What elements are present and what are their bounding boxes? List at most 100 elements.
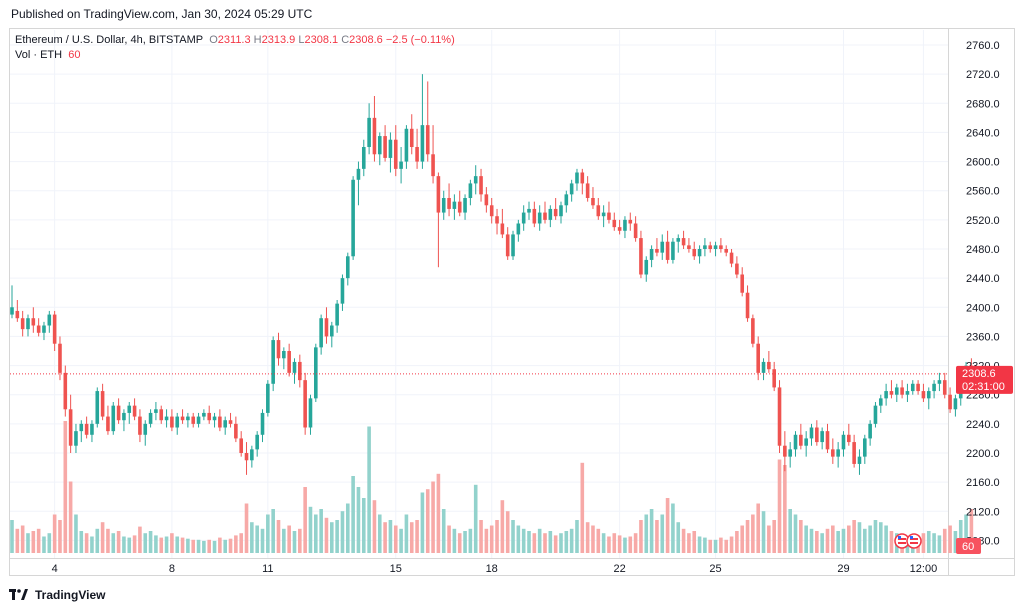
candle-body [868, 423, 872, 439]
time-tick-label: 18 [486, 563, 498, 575]
volume-bar [713, 539, 718, 553]
volume-bar [521, 528, 526, 553]
volume-bar [735, 531, 739, 553]
candle-body [266, 383, 270, 413]
candle-body [436, 176, 441, 213]
volume-bar [212, 540, 217, 553]
volume-bar [15, 528, 20, 553]
candle-body [511, 234, 515, 257]
candle-body [745, 292, 750, 319]
volume-bar [953, 531, 958, 553]
candle-body [116, 405, 121, 421]
candle-body [15, 310, 20, 319]
candle-body [452, 201, 457, 209]
candle-body [543, 212, 547, 220]
volume-bar [564, 531, 569, 553]
candle-body [143, 423, 148, 435]
price-tick-label: 2640.0 [966, 127, 1000, 139]
low-value: 2308.1 [304, 34, 339, 46]
volume-bar [298, 528, 302, 553]
candle-body [623, 219, 627, 231]
candle-body [287, 351, 291, 373]
volume-bar [804, 525, 808, 553]
close-value: 2308.6 [349, 34, 383, 46]
volume-bar [777, 459, 782, 553]
candle-body [244, 453, 249, 461]
volume-bar [559, 533, 563, 553]
chart-frame[interactable] [9, 28, 1015, 576]
price-tag-countdown: 02:31:00 [962, 381, 1005, 393]
candle-body [639, 238, 643, 275]
volume-bar [457, 533, 462, 553]
price-tick-label: 2480.0 [966, 244, 1000, 256]
volume-bar [319, 509, 323, 553]
volume-bar [20, 525, 25, 553]
candle-body [719, 245, 723, 249]
candle-body [383, 136, 387, 158]
candle-body [681, 238, 686, 246]
volume-bar [132, 535, 137, 553]
time-tick-label: 11 [262, 563, 273, 575]
volume-bar [511, 520, 515, 553]
volume-bar [724, 539, 729, 553]
volume-bar [207, 539, 212, 553]
candle-body [148, 412, 153, 424]
volume-bar [324, 517, 329, 553]
candle-body [111, 405, 116, 432]
volume-bar [148, 531, 153, 553]
candle-body [628, 219, 633, 224]
flag-stripe-icon [898, 542, 906, 544]
candle-body [564, 194, 569, 206]
volume-bar [122, 536, 126, 553]
volume-bar [138, 526, 142, 553]
candle-body [212, 416, 217, 421]
volume-bar [921, 533, 926, 553]
volume-bar [447, 525, 451, 553]
volume-bar [159, 537, 164, 553]
volume-bar [852, 520, 856, 553]
volume-bar [783, 465, 787, 553]
candle-body [585, 183, 590, 198]
candle-body [250, 449, 254, 461]
candle-body [873, 405, 878, 424]
candle-body [948, 394, 952, 410]
volume-bar [671, 503, 675, 553]
candle-body [580, 172, 585, 184]
candle-body [772, 369, 776, 388]
candle-body [793, 434, 798, 450]
candle-body [761, 361, 766, 373]
candle-body [42, 325, 46, 333]
volume-bar [404, 514, 409, 553]
candle-body [79, 423, 84, 432]
candle-body [271, 340, 275, 384]
candle-body [84, 423, 89, 435]
candle-body [345, 256, 350, 279]
volume-bar [393, 525, 398, 553]
candle-body [324, 318, 329, 337]
high-label: H [253, 34, 262, 46]
volume-bar [681, 528, 686, 553]
event-badge-icon[interactable] [906, 533, 922, 549]
volume-bar [553, 535, 558, 553]
candle-body [740, 274, 745, 293]
volume-bar [468, 528, 473, 553]
candle-body [314, 347, 318, 399]
candle-body [463, 198, 467, 213]
low-label: L [298, 34, 305, 46]
candle-body [926, 391, 931, 399]
price-tick-label: 2520.0 [966, 215, 1000, 227]
candle-body [207, 412, 212, 421]
time-tick-label: 15 [390, 563, 402, 575]
candle-body [90, 423, 94, 435]
volume-bar [889, 531, 894, 553]
volume-bar [649, 509, 654, 553]
volume-bar [623, 537, 627, 553]
candle-body [218, 416, 222, 428]
time-tick-label: 12:00 [910, 563, 938, 575]
candle-body [276, 340, 281, 359]
volume-bar [308, 506, 313, 553]
candle-body [884, 391, 888, 399]
candle-body [660, 241, 665, 253]
volume-bar [10, 520, 14, 553]
